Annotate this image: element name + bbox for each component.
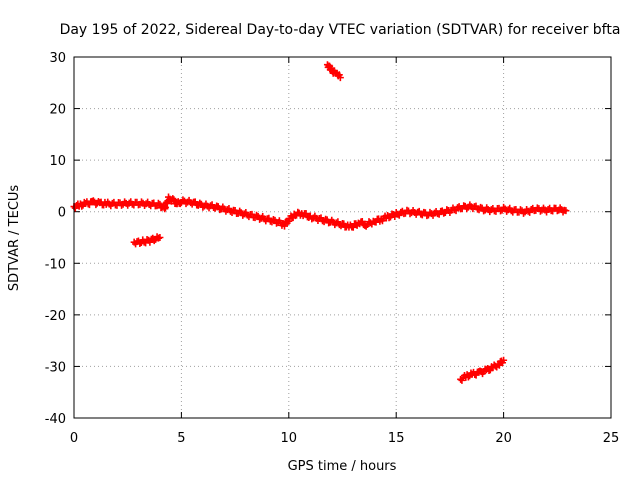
data-series bbox=[130, 233, 164, 248]
data-point bbox=[170, 196, 178, 204]
axis-ticks: 0 5 10 15 20 25 -40 -30 -20 -10 0 10 20 30 bbox=[45, 51, 620, 446]
plot-frame bbox=[73, 56, 612, 419]
y-tick-label: 10 bbox=[49, 154, 66, 169]
y-tick-label: -40 bbox=[45, 412, 66, 427]
data-point bbox=[150, 237, 158, 245]
y-tick-label: 20 bbox=[49, 103, 66, 118]
y-tick-label: 30 bbox=[49, 51, 66, 66]
y-axis-label: SDTVAR / TECUs bbox=[7, 185, 22, 292]
y-tick-label: -20 bbox=[45, 309, 66, 324]
x-tick-label: 25 bbox=[603, 431, 620, 446]
data-point bbox=[336, 74, 344, 82]
x-tick-label: 15 bbox=[388, 431, 405, 446]
x-tick-label: 0 bbox=[70, 431, 78, 446]
x-tick-label: 10 bbox=[281, 431, 298, 446]
y-tick-label: -30 bbox=[45, 360, 66, 375]
x-tick-label: 5 bbox=[177, 431, 185, 446]
grid-lines bbox=[74, 57, 611, 418]
y-tick-label: 0 bbox=[58, 206, 66, 221]
data-point bbox=[500, 356, 508, 364]
data-point bbox=[562, 207, 570, 215]
data-point bbox=[464, 373, 472, 381]
data-series bbox=[457, 356, 508, 384]
y-tick-label: -10 bbox=[45, 257, 66, 272]
data-series bbox=[323, 61, 344, 82]
x-axis-label: GPS time / hours bbox=[288, 459, 397, 474]
x-tick-label: 20 bbox=[495, 431, 512, 446]
chart-title: Day 195 of 2022, Sidereal Day-to-day VTE… bbox=[60, 22, 621, 38]
data-points bbox=[70, 61, 570, 384]
data-series bbox=[70, 193, 570, 231]
data-point bbox=[78, 202, 86, 210]
data-point bbox=[358, 217, 366, 225]
data-point bbox=[302, 210, 310, 218]
data-point bbox=[156, 234, 164, 241]
data-point bbox=[169, 195, 177, 203]
